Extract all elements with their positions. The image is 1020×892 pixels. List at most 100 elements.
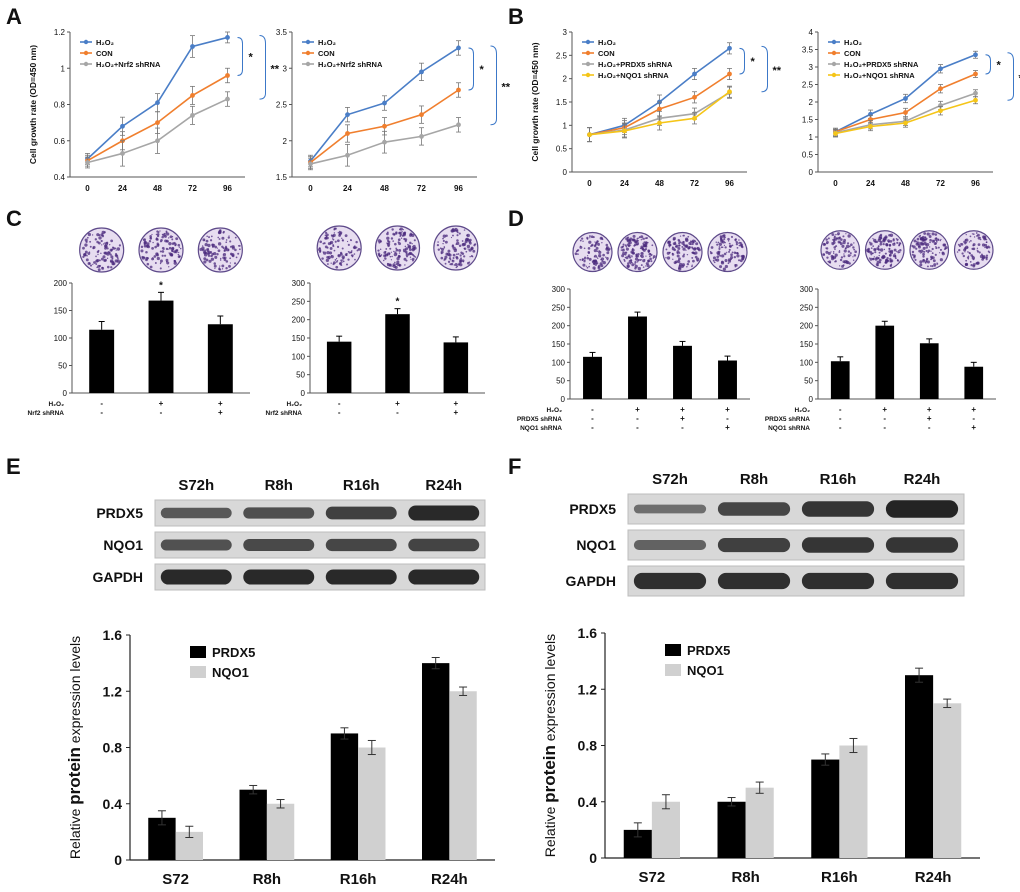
C1-colony-dot bbox=[109, 243, 111, 246]
B2-xtick-label: 72 bbox=[936, 179, 945, 188]
D2-colony-dot bbox=[969, 235, 972, 238]
D2-colony-dot bbox=[935, 247, 938, 250]
C1-colony-dot bbox=[154, 245, 157, 249]
D2-ytick-label: 100 bbox=[800, 358, 814, 367]
D1-colony-dot bbox=[597, 257, 599, 260]
C1-colony-dot bbox=[221, 268, 224, 270]
D2-colony-dot bbox=[842, 235, 845, 238]
C1-colony-dot bbox=[229, 252, 233, 256]
B1-data-point bbox=[692, 94, 697, 100]
C2-colony-dot bbox=[451, 259, 455, 263]
D1-colony-dot bbox=[625, 251, 627, 253]
C2-colony-dot bbox=[461, 252, 465, 256]
D2-colony-dot bbox=[830, 254, 834, 258]
C1-colony-dot bbox=[205, 239, 209, 243]
D2-colony-dot bbox=[921, 239, 925, 242]
D1-colony-dot bbox=[716, 255, 720, 259]
D2-colony-dot bbox=[960, 243, 962, 245]
D2-condition-sign: + bbox=[971, 423, 976, 432]
D2-colony-dot bbox=[834, 253, 838, 257]
F-blot-row-label: NQO1 bbox=[576, 537, 616, 553]
C2-colony-dot bbox=[461, 259, 465, 263]
D2-colony-dot bbox=[985, 254, 989, 257]
D2-colony-dot bbox=[888, 247, 891, 250]
F-blot-band bbox=[801, 537, 875, 553]
C2-colony-dot bbox=[340, 259, 343, 262]
C2-colony-dot bbox=[336, 245, 340, 248]
D2-colony-dot bbox=[964, 242, 967, 245]
C1-colony-dot bbox=[206, 235, 208, 238]
C1-colony-dot bbox=[89, 240, 92, 243]
D1-colony-dot bbox=[640, 239, 643, 241]
C2-colony-dot bbox=[409, 233, 413, 237]
D2-colony-dot bbox=[936, 241, 938, 243]
C1-colony-dot bbox=[98, 236, 102, 240]
D1-colony-dot bbox=[574, 252, 578, 256]
C1-colony-dot bbox=[141, 256, 145, 260]
D1-colony-dot bbox=[634, 264, 638, 268]
D2-colony-dot bbox=[985, 246, 989, 249]
C1-colony-dot bbox=[171, 246, 175, 250]
D1-colony-dot bbox=[605, 256, 607, 258]
C2-colony-dot bbox=[439, 247, 442, 250]
D1-colony-dot bbox=[624, 244, 627, 247]
D2-colony-dot bbox=[968, 241, 971, 243]
D1-colony-dot bbox=[723, 238, 726, 241]
D1-colony-dot bbox=[716, 243, 719, 246]
D1-colony-dot bbox=[632, 234, 636, 238]
C1-colony-dot bbox=[173, 261, 177, 265]
B1-sig-star-double: ** bbox=[773, 65, 782, 77]
C1-colony-dot bbox=[153, 255, 157, 258]
D2-colony-dot bbox=[919, 263, 923, 267]
D2-colony-dot bbox=[928, 235, 932, 239]
C2-colony-dot bbox=[341, 237, 343, 240]
D1-colony-dot bbox=[583, 247, 586, 250]
D1-colony-dot bbox=[634, 257, 639, 261]
D2-colony-dot bbox=[842, 240, 846, 245]
C2-colony-dot bbox=[397, 238, 401, 242]
D2-colony-dot bbox=[985, 257, 988, 259]
B2-legend-entry: H₂O₂+NQO1 shRNA bbox=[844, 71, 915, 80]
E-blot-row-label: GAPDH bbox=[92, 569, 143, 585]
E-blot-band bbox=[325, 569, 397, 585]
D1-colony-dot bbox=[682, 254, 685, 258]
C1-colony-dot bbox=[202, 238, 206, 242]
C2-colony-dot bbox=[442, 234, 446, 238]
E-blot-band bbox=[160, 539, 232, 551]
B2-xtick-label: 24 bbox=[866, 179, 875, 188]
B2-legend-marker bbox=[831, 72, 837, 78]
C1-colony-dot bbox=[219, 229, 222, 232]
A2-xtick-label: 0 bbox=[308, 184, 313, 193]
D2-bar bbox=[875, 325, 895, 399]
B1-data-point bbox=[727, 45, 732, 51]
C2-colony-dot bbox=[402, 229, 404, 231]
D1-colony-dot bbox=[582, 263, 586, 267]
D1-colony-dot bbox=[645, 245, 648, 248]
C1-colony-dot bbox=[227, 249, 230, 251]
B2-legend-entry: CON bbox=[844, 49, 861, 58]
D2-colony-dot bbox=[844, 247, 847, 250]
C2-colony-dot bbox=[412, 247, 416, 251]
D1-colony-dot bbox=[625, 247, 629, 251]
C1-colony-dot bbox=[101, 230, 105, 235]
C2-colony-dot bbox=[327, 255, 331, 260]
F-blot-band bbox=[717, 502, 791, 516]
C1-colony-dot bbox=[157, 231, 160, 234]
C1-colony-dot bbox=[164, 239, 168, 243]
D2-colony-dot bbox=[834, 237, 838, 241]
D1-colony-dot bbox=[721, 260, 724, 264]
D1-colony-dot bbox=[692, 259, 695, 263]
D1-colony-dot bbox=[639, 247, 642, 250]
D1-colony-dot bbox=[693, 247, 697, 250]
D1-colony-dot bbox=[726, 251, 728, 254]
D2-colony-dot bbox=[922, 255, 925, 258]
D1-colony-dot bbox=[586, 266, 589, 269]
D1-colony-dot bbox=[668, 243, 672, 247]
D2-colony-dot bbox=[826, 247, 829, 250]
D2-colony-dot bbox=[827, 251, 831, 255]
D1-colony-dot bbox=[713, 261, 716, 264]
D2-colony-dot bbox=[931, 264, 934, 268]
D1-colony-dot bbox=[682, 234, 685, 237]
D1-colony-dot bbox=[735, 243, 739, 246]
C2-colony-dot bbox=[448, 257, 452, 260]
